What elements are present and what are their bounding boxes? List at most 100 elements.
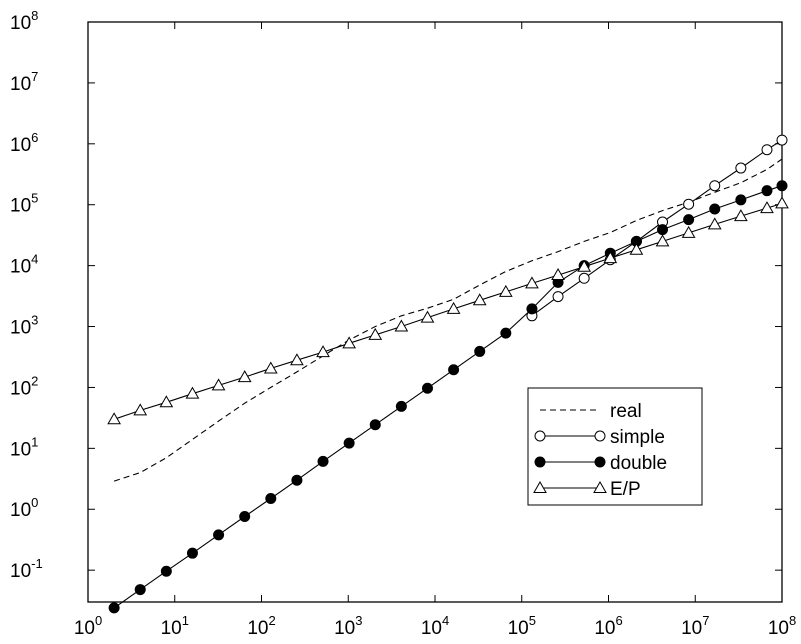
data-point [681, 225, 696, 238]
data-point [760, 201, 774, 214]
data-point [500, 327, 512, 339]
legend-entry: E/P [533, 479, 641, 500]
y-tick-label: 10-1 [10, 556, 43, 582]
data-point [185, 386, 200, 399]
data-point [186, 547, 198, 559]
data-point [709, 180, 721, 192]
data-point [775, 196, 789, 209]
data-point [657, 224, 669, 236]
data-point [735, 194, 747, 206]
data-point [108, 602, 120, 614]
x-tick-label: 100 [74, 613, 102, 639]
legend-entry: real [540, 401, 642, 422]
data-point [446, 301, 461, 314]
legend-marker [593, 480, 607, 493]
data-point [237, 370, 252, 383]
data-point [265, 493, 277, 505]
data-point [683, 214, 695, 226]
data-point [472, 293, 487, 306]
data-point [291, 474, 303, 486]
data-point [160, 565, 172, 577]
legend-marker [594, 430, 606, 442]
data-point [394, 319, 409, 332]
data-point [421, 382, 433, 394]
series-real [113, 158, 783, 482]
x-tick-label: 101 [161, 613, 189, 639]
data-point [316, 345, 330, 358]
data-point [211, 378, 226, 391]
y-tick-label: 101 [10, 434, 38, 460]
series-simple [526, 134, 788, 322]
data-point [683, 198, 695, 210]
data-point [498, 284, 513, 297]
legend-label: real [610, 401, 642, 422]
data-point [448, 364, 460, 376]
data-point [709, 203, 721, 215]
data-point [317, 455, 329, 467]
data-point [474, 345, 486, 357]
data-point [629, 242, 644, 255]
data-point [552, 291, 564, 303]
data-point [761, 144, 773, 156]
legend-entry: simple [534, 427, 665, 448]
legend-box [527, 387, 703, 506]
plot-frame [87, 21, 783, 603]
data-point [551, 268, 565, 281]
x-tick-label: 104 [421, 613, 449, 639]
y-tick-label: 104 [10, 252, 38, 278]
data-point [134, 584, 146, 596]
legend-label: double [610, 453, 667, 474]
y-tick-label: 108 [10, 8, 38, 34]
legend-marker [534, 456, 546, 468]
legend-label: E/P [610, 479, 641, 500]
x-tick-label: 108 [768, 613, 796, 639]
data-point [761, 185, 773, 197]
data-point [707, 217, 722, 230]
data-point [239, 511, 251, 523]
x-tick-label: 102 [247, 613, 275, 639]
legend-entry: double [534, 453, 667, 474]
data-point [395, 400, 407, 412]
y-tick-label: 100 [10, 495, 38, 521]
legend-marker [533, 480, 547, 493]
y-tick-label: 102 [10, 373, 38, 399]
data-point [776, 180, 788, 192]
data-point [213, 529, 225, 541]
y-tick-label: 106 [10, 130, 38, 156]
data-point [368, 327, 383, 340]
series-e-p [107, 196, 789, 425]
x-tick-label: 103 [334, 613, 362, 639]
axis-ticks: 100 101 102 103 104 105 106 107 108 10-1 100 101 102… [10, 8, 796, 639]
data-point [525, 276, 539, 289]
data-point [133, 403, 148, 416]
legend-marker [594, 456, 606, 468]
x-tick-label: 105 [508, 613, 536, 639]
data-point [343, 437, 355, 449]
legend: real simple double E/P [527, 387, 703, 506]
y-tick-label: 107 [10, 69, 38, 95]
y-tick-label: 103 [10, 313, 38, 339]
data-point [603, 251, 618, 264]
series-layer [107, 134, 789, 614]
data-point [369, 419, 381, 431]
data-point [526, 303, 538, 315]
data-point [159, 395, 174, 408]
data-point [107, 412, 121, 425]
data-point [733, 209, 748, 222]
data-point [577, 259, 592, 272]
x-tick-label: 106 [594, 613, 622, 639]
data-point [342, 336, 357, 349]
data-point [290, 353, 304, 366]
data-point [655, 234, 670, 247]
x-tick-label: 107 [681, 613, 709, 639]
series-line [113, 158, 783, 482]
data-point [776, 134, 788, 146]
y-tick-label: 105 [10, 191, 38, 217]
data-point [420, 310, 435, 323]
data-point [735, 162, 747, 174]
legend-label: simple [610, 427, 665, 448]
data-point [578, 272, 590, 284]
data-point [263, 361, 278, 374]
legend-marker [534, 430, 546, 442]
